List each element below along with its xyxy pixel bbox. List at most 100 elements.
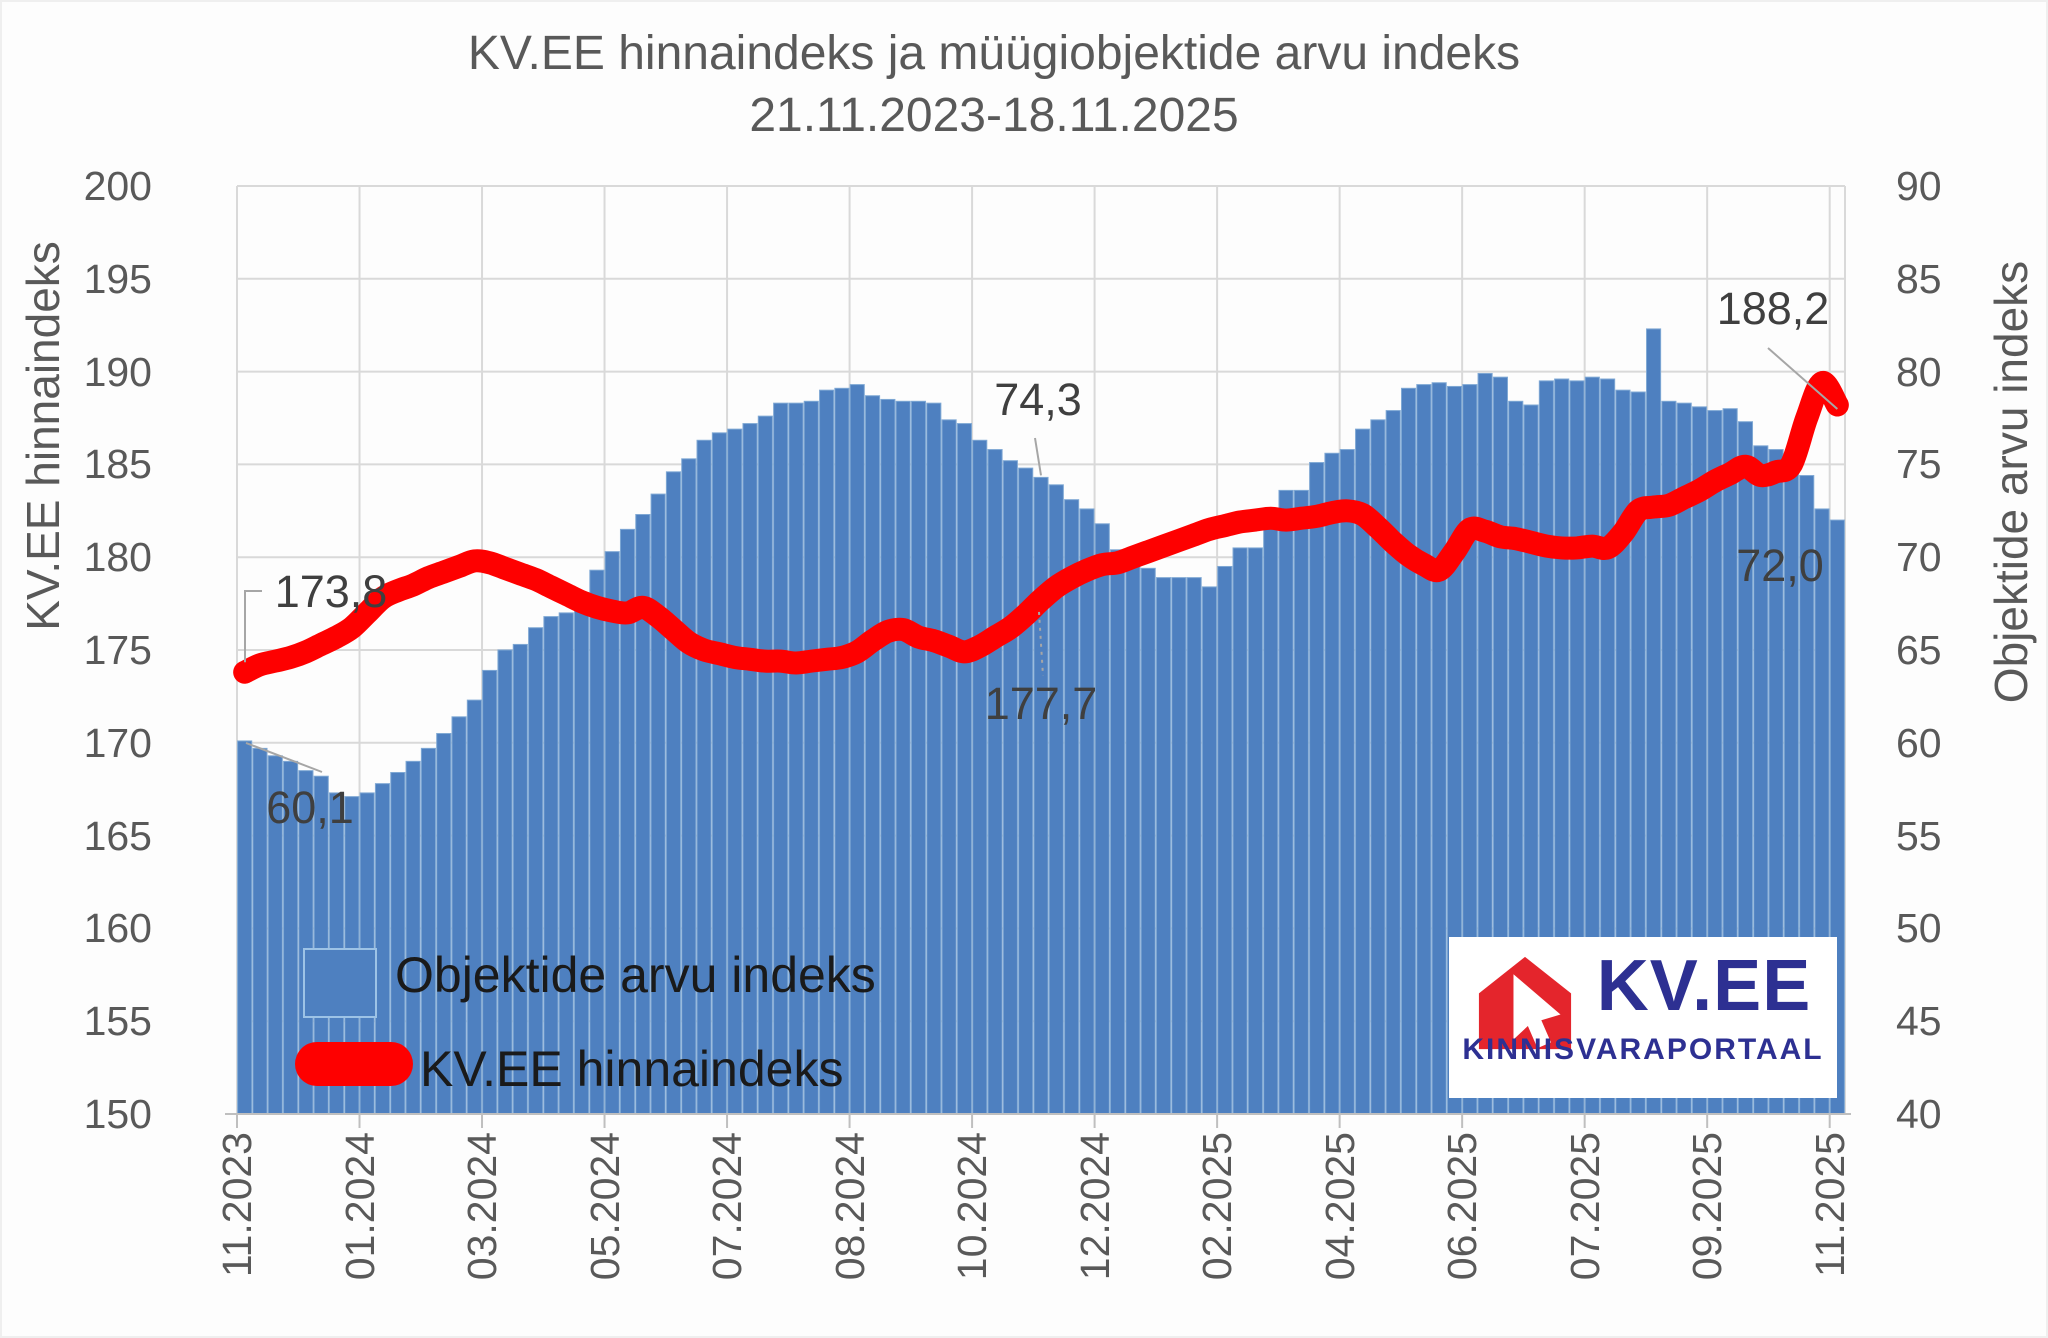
bar-objektide-arvu-indeks [1186,577,1202,1115]
bar-objektide-arvu-indeks [1140,567,1156,1115]
y-right-tick-label: 70 [1896,534,1942,581]
x-tick-label: 01.2024 [336,1132,383,1281]
bar-objektide-arvu-indeks [1217,565,1233,1115]
bar-objektide-arvu-indeks [1247,547,1263,1115]
leader-objects-first [245,742,323,773]
logo-wordmark: KV.EE [1596,946,1812,1026]
bar-objektide-arvu-indeks [558,612,574,1115]
annotation-price-first: 173,8 [274,566,388,617]
bar-objektide-arvu-indeks [696,439,712,1115]
bar-objektide-arvu-indeks [589,569,605,1115]
y-right-tick-label: 40 [1896,1091,1942,1137]
x-tick-label: 06.2025 [1439,1132,1486,1281]
bar-objektide-arvu-indeks [1416,384,1432,1115]
y-left-tick-label: 160 [83,905,152,952]
annotation-objects-first: 60,1 [266,782,354,833]
y-right-tick-label: 75 [1896,441,1942,488]
bar-objektide-arvu-indeks [849,384,865,1115]
bar-objektide-arvu-indeks [681,458,697,1115]
bar-objektide-arvu-indeks [880,398,896,1115]
y-left-tick-label: 180 [83,534,152,581]
bar-objektide-arvu-indeks [1293,489,1309,1115]
kvee-logo: KV.EE KINNISVARAPORTAAL [1449,937,1837,1098]
bar-objektide-arvu-indeks [1400,387,1417,1115]
y-right-tick-label: 65 [1896,627,1942,673]
y-left-tick-label: 150 [83,1091,152,1137]
x-tick-label: 09.2025 [1684,1132,1731,1281]
y-right-tick-label: 90 [1896,163,1942,209]
bar-objektide-arvu-indeks [665,471,682,1115]
bar-objektide-arvu-indeks [834,387,850,1115]
bar-objektide-arvu-indeks [742,423,758,1115]
chart-subtitle: 21.11.2023-18.11.2025 [749,89,1239,142]
bar-objektide-arvu-indeks [788,402,804,1115]
bar-objektide-arvu-indeks [864,395,881,1115]
leader-price-first [244,590,262,663]
legend-bar-label: Objektide arvu indeks [395,947,876,1003]
bar-objektide-arvu-indeks [1155,577,1172,1115]
bar-objektide-arvu-indeks [727,428,743,1115]
bar-objektide-arvu-indeks [574,591,590,1115]
bar-objektide-arvu-indeks [1079,508,1095,1115]
bar-objektide-arvu-indeks [1309,462,1325,1115]
leader-objects-yearago [1034,437,1042,476]
y-right-tick-label: 85 [1896,255,1942,302]
x-tick-label: 04.2025 [1316,1132,1363,1281]
bar-objektide-arvu-indeks [1232,547,1248,1115]
y-left-tick-label: 190 [83,348,152,395]
bar-objektide-arvu-indeks [941,419,957,1115]
y-right-tick-label: 80 [1896,348,1942,395]
bar-objektide-arvu-indeks [757,415,773,1115]
bar-objektide-arvu-indeks [1171,577,1187,1115]
bar-objektide-arvu-indeks [1033,476,1049,1115]
bar-objektide-arvu-indeks [910,400,927,1115]
x-tick-label: 12.2024 [1071,1132,1118,1281]
x-tick-label: 07.2025 [1561,1132,1608,1281]
annotation-objects-last: 72,0 [1736,540,1824,591]
x-tick-label: 10.2024 [949,1132,996,1281]
x-tick-label: 05.2024 [581,1132,628,1281]
bar-objektide-arvu-indeks [1201,586,1218,1115]
bar-objektide-arvu-indeks [987,449,1003,1115]
line-kvee-hinnaindeks [233,371,1849,684]
y-left-tick-label: 195 [83,255,152,302]
bar-objektide-arvu-indeks [1094,523,1110,1115]
legend-line-label: KV.EE hinnaindeks [420,1041,844,1097]
house-cursor-icon [1478,956,1572,1050]
y-left-tick-label: 165 [83,812,152,859]
bar-objektide-arvu-indeks [803,400,819,1115]
legend-line-swatch [295,1042,413,1086]
y-left-tick-label: 200 [83,163,152,209]
x-tick-label: 08.2024 [826,1132,873,1281]
y-left-tick-label: 175 [83,627,152,673]
y-right-tick-label: 50 [1896,905,1942,952]
bar-objektide-arvu-indeks [1263,519,1279,1115]
bar-objektide-arvu-indeks [895,400,911,1115]
bar-objektide-arvu-indeks [1125,549,1141,1115]
bar-objektide-arvu-indeks [1002,460,1018,1115]
bar-objektide-arvu-indeks [819,389,835,1115]
bar-objektide-arvu-indeks [926,402,942,1115]
bar-objektide-arvu-indeks [956,423,972,1115]
bar-objektide-arvu-indeks [1339,449,1355,1115]
y-left-tick-label: 155 [83,998,152,1045]
bar-objektide-arvu-indeks [1018,467,1034,1115]
x-tick-label: 11.2025 [1806,1132,1853,1278]
logo-tagline: KINNISVARAPORTAAL [1462,1033,1824,1066]
leader-price-last [1767,347,1839,410]
y-right-tick-label: 45 [1896,998,1942,1045]
x-tick-label: 03.2024 [459,1132,506,1281]
annotation-price-yearago: 177,7 [984,678,1098,729]
chart-title: KV.EE hinnaindeks ja müügiobjektide arvu… [467,27,1521,80]
bar-objektide-arvu-indeks [604,551,620,1115]
bar-objektide-arvu-indeks [1431,382,1447,1115]
legend-bar-swatch [303,948,377,1018]
y-left-tick-label: 185 [83,441,152,488]
bar-objektide-arvu-indeks [1110,549,1126,1115]
bar-objektide-arvu-indeks [972,439,988,1115]
annotation-objects-yearago: 74,3 [994,374,1082,425]
bar-objektide-arvu-indeks [1278,489,1294,1115]
bar-objektide-arvu-indeks [1324,452,1340,1115]
